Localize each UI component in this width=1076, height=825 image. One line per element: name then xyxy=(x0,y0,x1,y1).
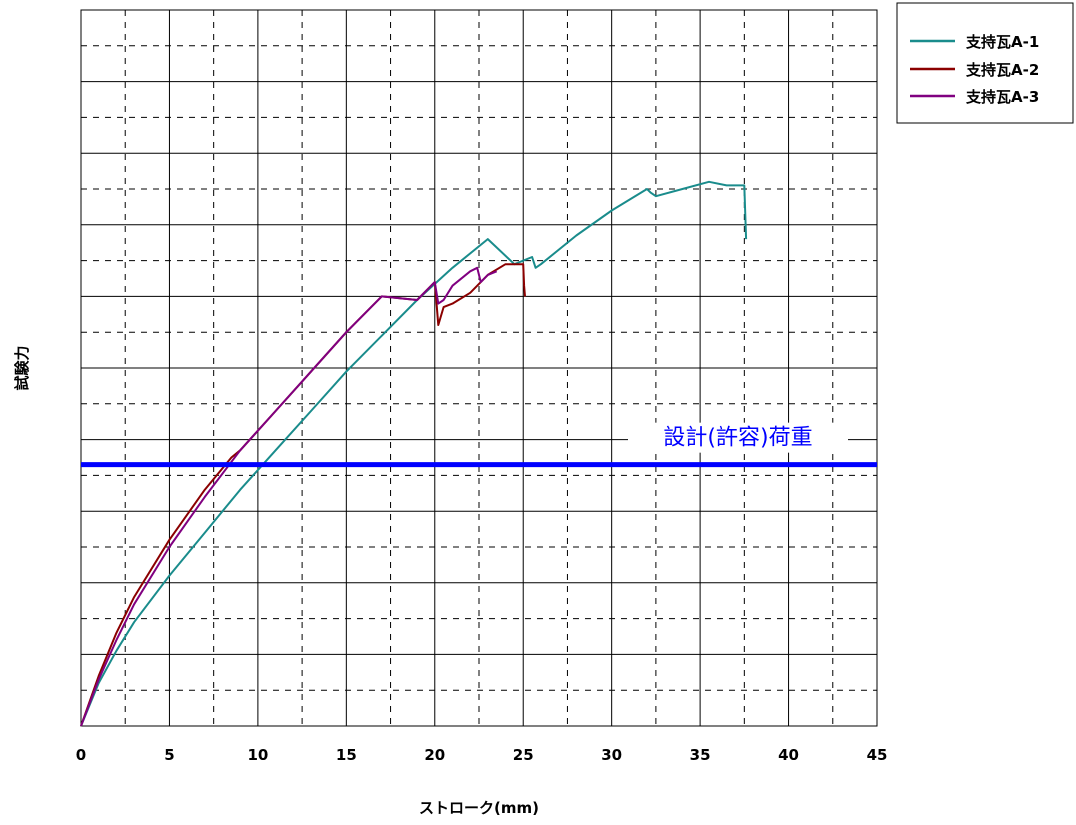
x-tick-label: 0 xyxy=(76,746,86,764)
x-tick-label: 25 xyxy=(513,746,534,764)
x-tick-label: 10 xyxy=(247,746,268,764)
x-tick-label: 45 xyxy=(867,746,888,764)
minor-grid xyxy=(81,10,877,726)
series-layer xyxy=(80,180,748,727)
legend-box xyxy=(896,2,1074,124)
series-line-3 xyxy=(80,266,498,727)
legend: 支持瓦A-1 支持瓦A-2 支持瓦A-3 xyxy=(896,2,1074,124)
x-tick-label: 20 xyxy=(424,746,445,764)
legend-label-a3: 支持瓦A-3 xyxy=(965,88,1039,106)
x-axis-title: ストローク(mm) xyxy=(419,799,539,817)
x-tick-label: 40 xyxy=(778,746,799,764)
plot-frame xyxy=(80,9,878,727)
legend-label-a2: 支持瓦A-2 xyxy=(965,61,1039,79)
design-load-label-bg xyxy=(628,422,848,453)
major-grid xyxy=(81,10,877,726)
x-tick-label: 5 xyxy=(164,746,174,764)
annotation-layer: 設計(許容)荷重 xyxy=(81,422,877,468)
x-tick-label: 15 xyxy=(336,746,357,764)
legend-label-a1: 支持瓦A-1 xyxy=(965,33,1039,51)
x-tick-label: 30 xyxy=(601,746,622,764)
y-axis-title: 試験力 xyxy=(13,345,31,390)
x-tick-labels: 0 5 10 15 20 25 30 35 40 45 xyxy=(76,746,888,764)
series-line-1 xyxy=(80,180,748,727)
design-load-label: 設計(許容)荷重 xyxy=(663,426,812,451)
x-tick-label: 35 xyxy=(690,746,711,764)
